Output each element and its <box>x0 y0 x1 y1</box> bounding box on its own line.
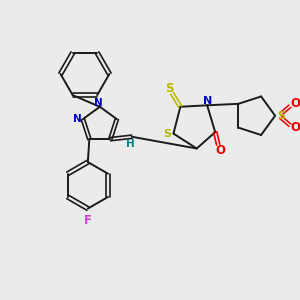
Text: O: O <box>290 121 300 134</box>
Text: N: N <box>73 113 82 124</box>
Text: S: S <box>278 111 286 121</box>
Text: O: O <box>215 144 225 157</box>
Text: H: H <box>126 139 135 149</box>
Text: F: F <box>84 214 92 226</box>
Text: N: N <box>94 98 103 108</box>
Text: O: O <box>290 97 300 110</box>
Text: N: N <box>203 95 212 106</box>
Text: S: S <box>164 129 172 139</box>
Text: S: S <box>165 82 174 94</box>
